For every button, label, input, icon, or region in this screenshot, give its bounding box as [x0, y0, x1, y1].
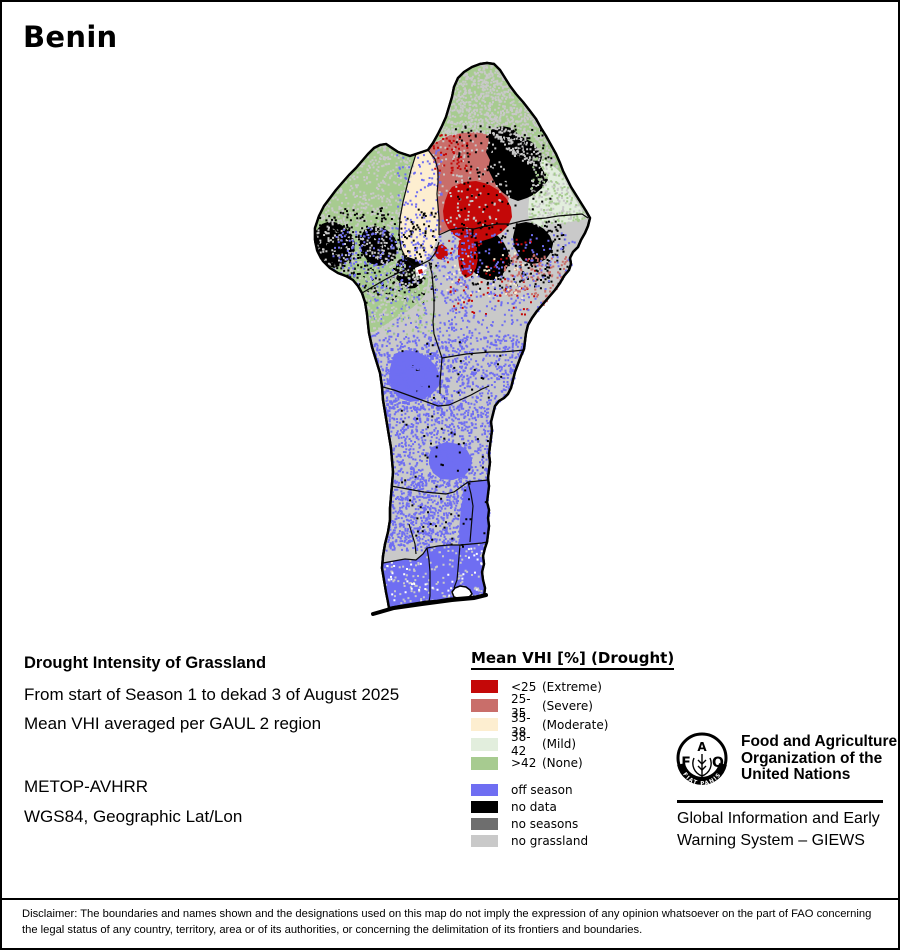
legend-swatch — [471, 818, 498, 831]
admin-boundary — [467, 481, 474, 543]
legend-class-list: <25 (Extreme) 25-35 (Severe) 35-38 (Moderate)… — [471, 677, 696, 773]
legend-class-value: 25-35 — [511, 691, 531, 720]
admin-boundary — [453, 544, 461, 589]
legend-class-value: 38-42 — [511, 730, 531, 759]
legend-swatch — [471, 801, 498, 814]
legend-class-label: (Mild) — [542, 737, 577, 752]
legend-swatch — [471, 835, 498, 848]
fao-letter-f: F — [681, 755, 691, 771]
admin-boundary — [382, 541, 488, 564]
raster-blob — [418, 269, 423, 274]
raster-speckle-off — [385, 406, 497, 484]
raster-speckle-nograss — [528, 157, 586, 228]
legend-swatch — [471, 680, 498, 694]
legend-class-value: >42 — [511, 756, 537, 771]
legend-class-label: (None) — [542, 756, 583, 771]
admin-boundary — [390, 479, 489, 495]
giews-line: Global Information and Early — [677, 810, 880, 827]
fao-name-line: Food and Agriculture — [741, 733, 898, 750]
raster-speckle-off — [370, 334, 526, 410]
disclaimer-text: Disclaimer: The boundaries and names sho… — [22, 908, 872, 936]
raster-speckle-nodata — [454, 125, 553, 211]
map-period-line: From start of Season 1 to dekad 3 of Aug… — [24, 685, 400, 704]
admin-boundary — [441, 349, 525, 359]
legend-swatch — [471, 718, 498, 732]
legend: Mean VHI [%] (Drought) <25 (Extreme) 25-35… — [471, 648, 696, 850]
raster-speckle-off — [396, 149, 444, 268]
legend-swatch — [471, 699, 498, 713]
legend-class-label: (Moderate) — [542, 717, 609, 732]
legend-swatch — [471, 756, 498, 770]
legend-row: off season — [471, 782, 696, 799]
legend-extra-list: off season no data no seasons no grassland — [471, 782, 696, 850]
legend-row: 25-35 (Severe) — [471, 692, 696, 720]
legend-row: 38-42 (Mild) — [471, 730, 696, 758]
fao-name-line: United Nations — [741, 766, 851, 783]
legend-row: no grassland — [471, 833, 696, 850]
raster-speckle-nodata — [315, 215, 366, 279]
legend-class-value: <25 — [511, 679, 537, 694]
fao-divider — [677, 800, 883, 803]
legend-row: no seasons — [471, 816, 696, 833]
admin-boundary — [438, 213, 589, 236]
raster-speckle-nodata — [460, 220, 569, 290]
legend-class-value: 35-38 — [511, 710, 531, 739]
sensor-label: METOP-AVHRR — [24, 777, 149, 796]
fao-letter-a: A — [697, 740, 707, 754]
raster-speckle-nodata — [332, 207, 438, 304]
raster-speckle-nograss — [365, 268, 431, 330]
admin-boundary — [427, 149, 440, 235]
admin-boundary — [408, 523, 417, 555]
legend-swatch — [471, 737, 498, 751]
country-outline-stroke — [313, 61, 592, 610]
raster-blob — [443, 181, 512, 242]
legend-title: Mean VHI [%] (Drought) — [471, 649, 675, 670]
admin-boundary — [426, 547, 431, 603]
legend-row: no data — [471, 799, 696, 816]
legend-row: 35-38 (Moderate) — [471, 711, 696, 739]
legend-class-label: no seasons — [511, 817, 579, 832]
admin-boundary — [361, 265, 419, 294]
admin-boundary — [382, 385, 490, 407]
legend-class-label: off season — [511, 783, 573, 798]
legend-row: >42 (None) — [471, 754, 696, 773]
giews-name: Global Information and Early Warning Sys… — [677, 808, 880, 852]
fao-name-line: Organization of the — [741, 749, 883, 767]
raster-speckle-off — [442, 232, 576, 335]
raster-blob — [314, 221, 355, 268]
fao-name: Food and Agriculture Organization of the… — [741, 733, 898, 784]
raster-speckle-none — [528, 157, 586, 228]
page-title: Benin — [23, 20, 118, 54]
legend-class-label: (Extreme) — [542, 679, 602, 694]
disclaimer-divider — [2, 898, 898, 900]
raster-speckle-water — [386, 547, 483, 603]
legend-swatch — [471, 784, 498, 797]
projection-label: WGS84, Geographic Lat/Lon — [24, 807, 243, 826]
raster-speckle-severe — [503, 254, 569, 298]
raster-speckle-nograss — [432, 134, 512, 231]
fao-letter-o: O — [712, 755, 724, 771]
legend-class-label: no data — [511, 800, 557, 815]
benin-map — [313, 61, 592, 616]
giews-line: Warning System – GIEWS — [677, 832, 865, 849]
admin-boundary — [398, 153, 440, 267]
map-aggregation-line: Mean VHI averaged per GAUL 2 region — [24, 714, 322, 733]
legend-class-label: no grassland — [511, 834, 589, 849]
admin-boundary — [428, 261, 443, 394]
legend-class-label: (Severe) — [542, 698, 593, 713]
wheat-icon — [692, 754, 712, 777]
raster-speckle-off — [386, 346, 450, 411]
raster-speckle-nograss — [441, 63, 585, 210]
map-subject-heading: Drought Intensity of Grassland — [24, 654, 267, 672]
raster-speckle-off — [332, 227, 474, 336]
fao-logo: F A O FIAT PANIS — [676, 732, 728, 786]
legend-row: <25 (Extreme) — [471, 677, 696, 696]
fao-logo-band — [677, 762, 727, 785]
